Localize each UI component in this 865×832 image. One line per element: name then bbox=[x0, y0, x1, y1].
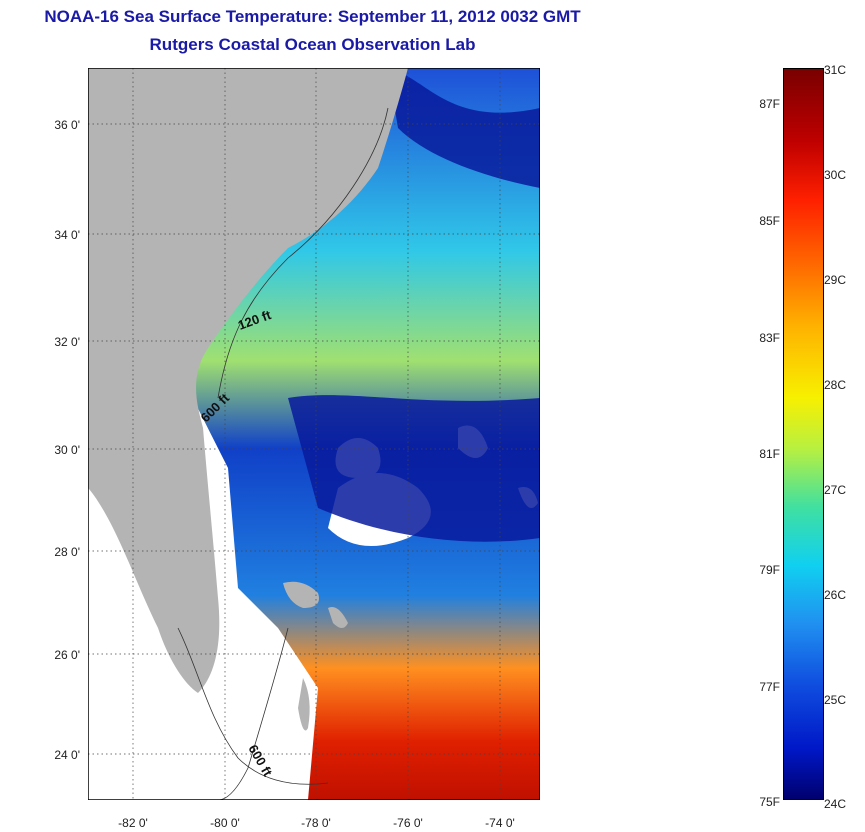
lon-label-78: -78 0' bbox=[301, 816, 331, 830]
lat-label-24: 24 0' bbox=[54, 748, 80, 762]
colorbar-fahrenheit-77: 77F bbox=[759, 680, 780, 694]
colorbar-celsius-25: 25C bbox=[824, 693, 847, 707]
colorbar-celsius-29: 29C bbox=[824, 273, 847, 287]
bathymetry-contours bbox=[177, 107, 389, 800]
lat-label-26: 26 0' bbox=[54, 648, 80, 662]
lat-label-28: 28 0' bbox=[54, 545, 80, 559]
map-title: NOAA-16 Sea Surface Temperature: Septemb… bbox=[44, 7, 581, 26]
colorbar-celsius-27: 27C bbox=[824, 483, 847, 497]
colorbar-fahrenheit-81: 81F bbox=[759, 447, 780, 461]
colorbar-fahrenheit-83: 83F bbox=[759, 331, 780, 345]
lon-label-74: -74 0' bbox=[485, 816, 515, 830]
colorbar-fahrenheit-85: 85F bbox=[759, 214, 780, 228]
land-mainland bbox=[88, 68, 408, 693]
lon-label-82: -82 0' bbox=[118, 816, 148, 830]
lat-label-36: 36 0' bbox=[54, 118, 80, 132]
lat-label-32: 32 0' bbox=[54, 335, 80, 349]
bahamas bbox=[283, 581, 348, 731]
lat-label-30: 30 0' bbox=[54, 443, 80, 457]
colorbar-fahrenheit-75: 75F bbox=[759, 795, 780, 809]
colorbar-fahrenheit-79: 79F bbox=[759, 563, 780, 577]
colorbar-celsius-26: 26C bbox=[824, 588, 847, 602]
temperature-colorbar bbox=[783, 68, 824, 800]
map-subtitle: Rutgers Coastal Ocean Observation Lab bbox=[149, 35, 476, 54]
lon-label-80: -80 0' bbox=[210, 816, 240, 830]
colorbar-celsius-28: 28C bbox=[824, 378, 847, 392]
cold-band bbox=[288, 68, 540, 542]
graticule bbox=[88, 68, 540, 800]
lat-label-34: 34 0' bbox=[54, 228, 80, 242]
lon-label-76: -76 0' bbox=[393, 816, 423, 830]
colorbar-celsius-24: 24C bbox=[824, 797, 847, 811]
colorbar-celsius-31: 31C bbox=[824, 63, 847, 77]
colorbar-celsius-30: 30C bbox=[824, 168, 847, 182]
colorbar-fahrenheit-87: 87F bbox=[759, 97, 780, 111]
sst-map: 120 ft 600 ft 600 ft bbox=[88, 68, 540, 800]
